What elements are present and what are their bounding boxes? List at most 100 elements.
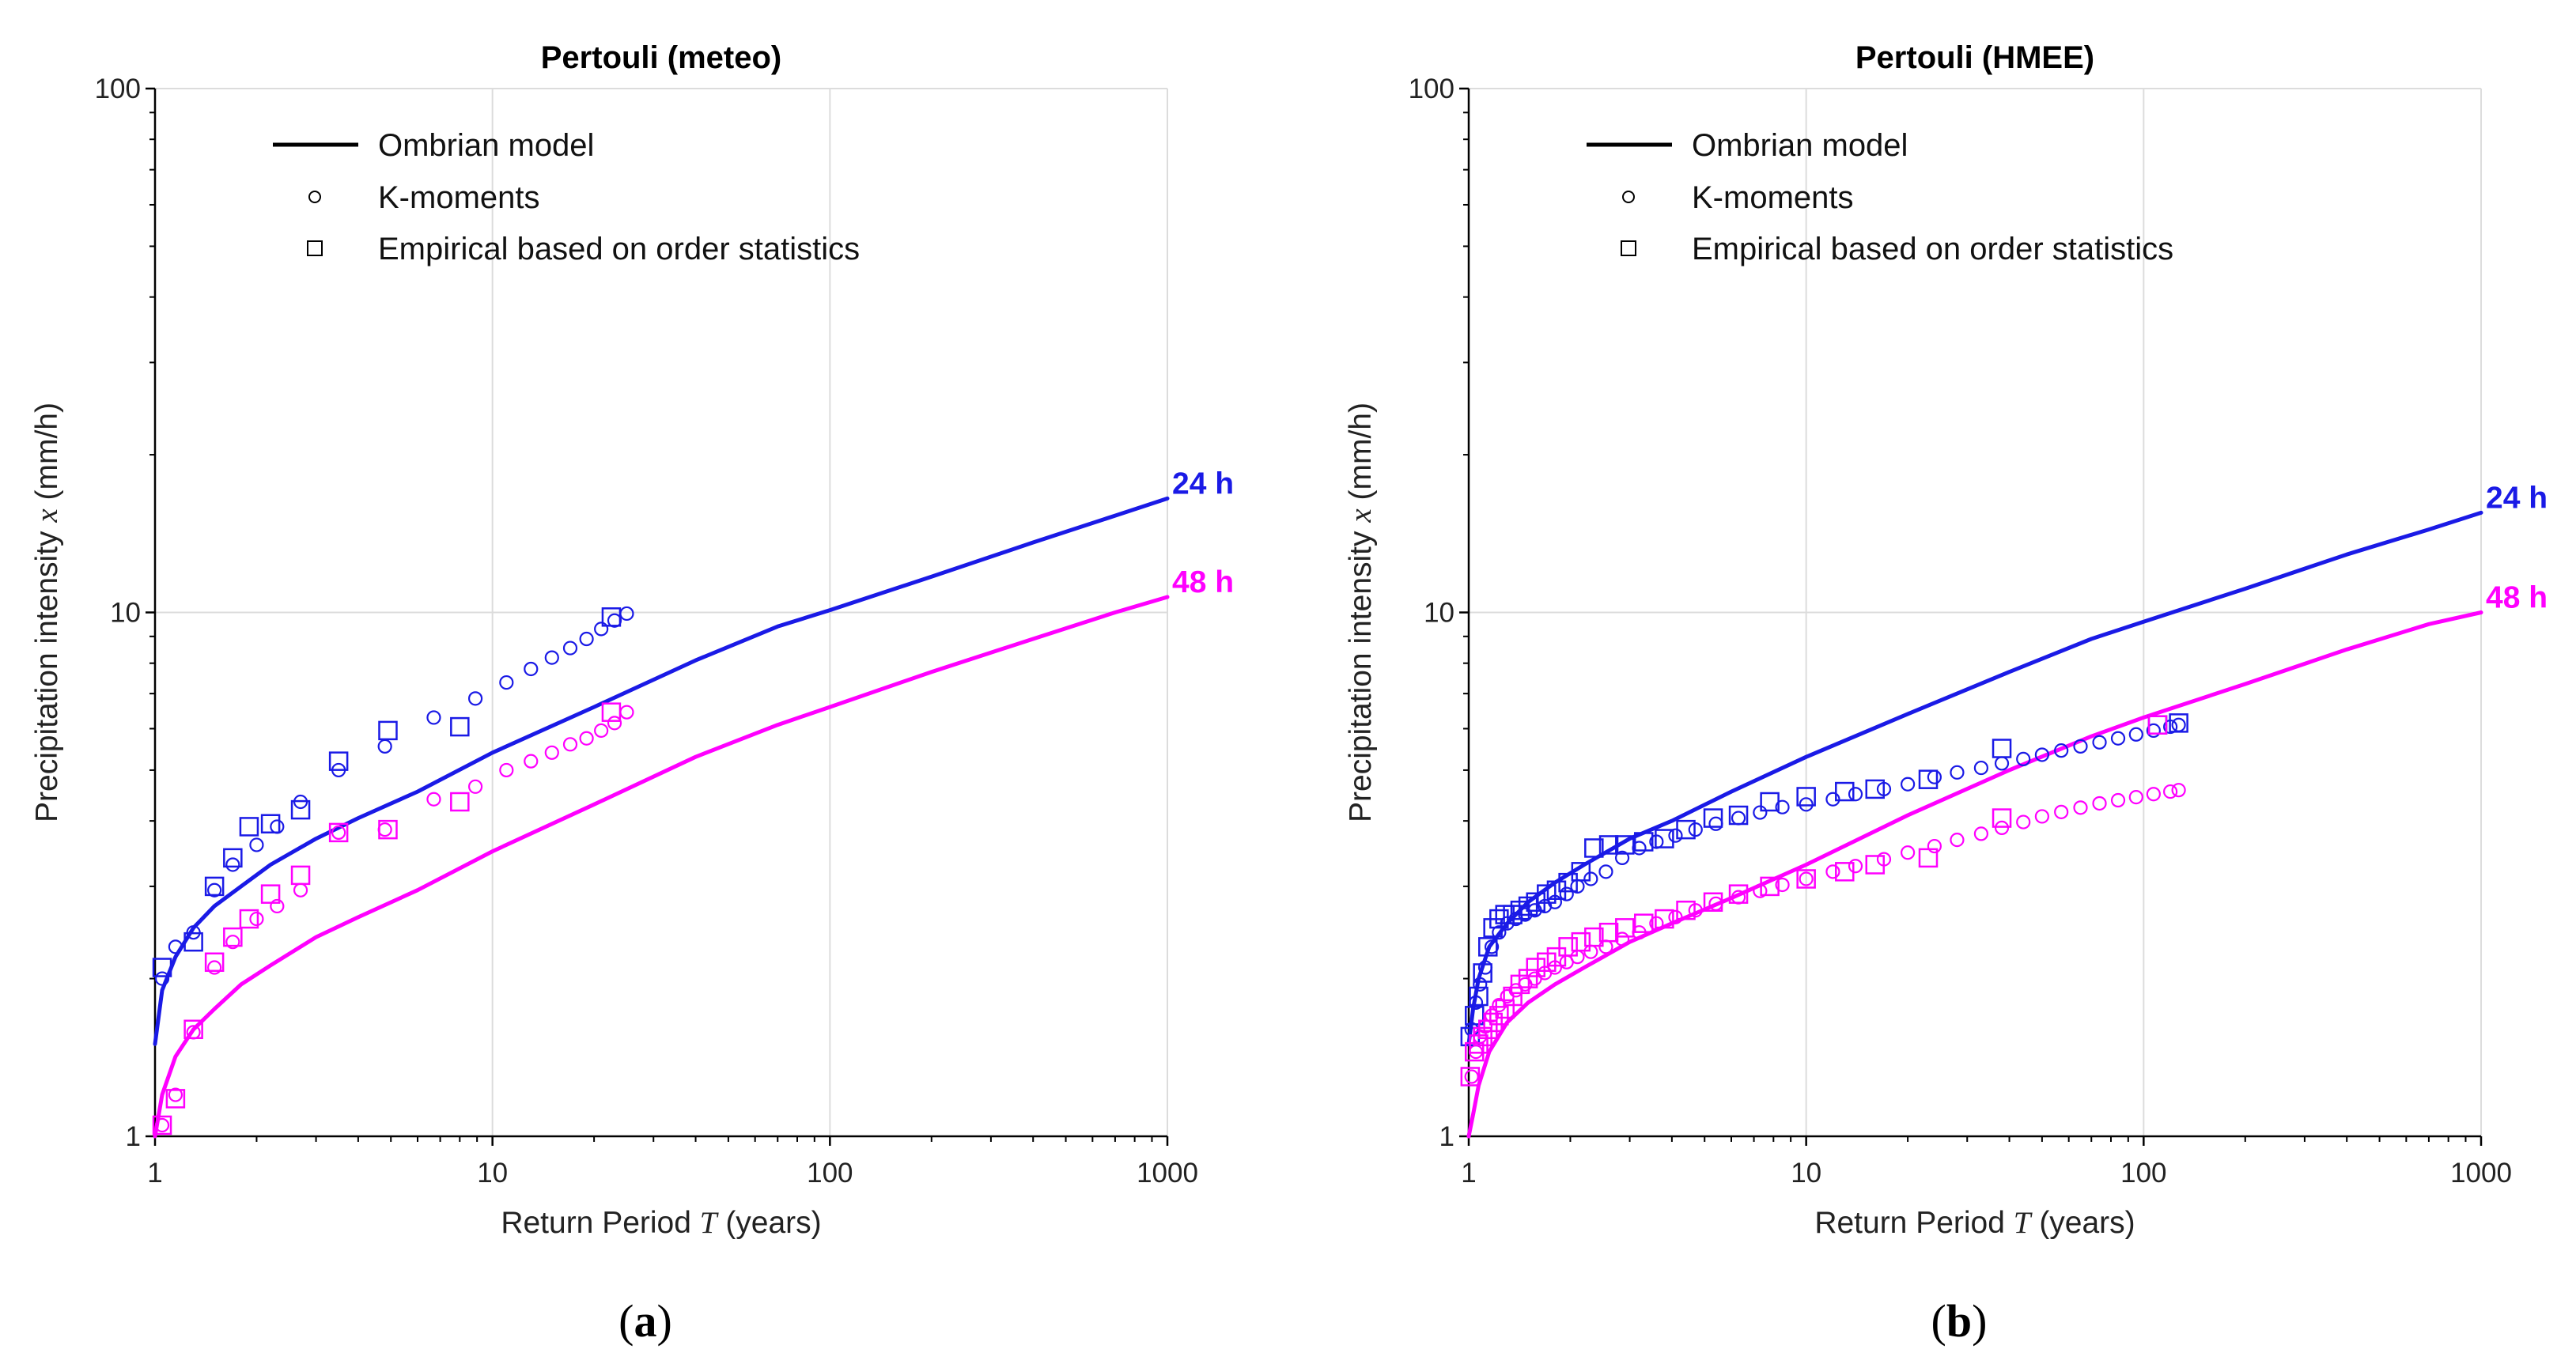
- legend-empirical-label: Empirical based on order statistics: [1692, 232, 2173, 266]
- empirical-point-24h: [1465, 1006, 1485, 1026]
- chart-panel-b: 1 10 100 1000 1 10 100 Pertouli (HMEE) Return Pe…: [1344, 40, 2548, 1347]
- legend-kmoments-label: K-moments: [1692, 180, 1854, 215]
- kmoments-point-48h: [1775, 877, 1790, 893]
- kmoments-point-24h: [1484, 939, 1500, 954]
- kmoments-point-24h: [249, 837, 264, 852]
- empirical-point-48h: [2147, 715, 2168, 735]
- panel-caption: (a): [618, 1295, 672, 1347]
- x-tick-label: 1000: [1137, 1158, 1198, 1188]
- empirical-point-48h: [152, 1115, 172, 1136]
- empirical-point-24h: [1760, 792, 1780, 812]
- y-tick-label: 10: [1424, 598, 1454, 629]
- empirical-point-48h: [1584, 927, 1604, 947]
- empirical-point-24h: [204, 876, 225, 897]
- kmoments-point-24h: [1927, 769, 1942, 784]
- y-tick-label: 100: [1409, 74, 1454, 104]
- empirical-point-24h: [152, 958, 172, 977]
- kmoments-point-24h: [1775, 799, 1790, 814]
- kmoments-point-24h: [2034, 747, 2049, 762]
- empirical-point-48h: [1546, 947, 1567, 967]
- y-tick-label: 1: [1439, 1121, 1454, 1152]
- kmoments-point-48h: [1973, 826, 1988, 841]
- kmoments-point-48h: [207, 960, 222, 975]
- panel-caption-close: ): [657, 1295, 672, 1347]
- kmoments-point-48h: [544, 745, 559, 760]
- kmoments-point-24h: [2073, 739, 2088, 754]
- kmoments-point-24h: [377, 739, 392, 754]
- kmoments-point-48h: [225, 935, 240, 950]
- kmoments-point-24h: [619, 606, 634, 622]
- empirical-point-48h: [1518, 969, 1538, 988]
- end-label-24h: 24 h: [1172, 467, 1234, 501]
- kmoments-point-48h: [2016, 814, 2031, 829]
- empirical-point-48h: [1598, 922, 1619, 943]
- kmoments-point-48h: [467, 779, 483, 794]
- kmoments-point-48h: [2073, 800, 2088, 815]
- empirical-point-48h: [1633, 913, 1654, 933]
- kmoments-point-48h: [1753, 883, 1768, 898]
- kmoments-point-24h: [1668, 828, 1683, 843]
- empirical-point-48h: [1796, 869, 1816, 889]
- empirical-point-24h: [2169, 713, 2188, 733]
- empirical-point-24h: [1633, 832, 1654, 852]
- empirical-point-24h: [183, 932, 203, 952]
- kmoments-point-24h: [426, 710, 441, 725]
- y-axis-label-text: Precipitation intensity: [30, 523, 64, 822]
- kmoments-point-48h: [1464, 1069, 1479, 1084]
- kmoments-point-24h: [2054, 743, 2069, 758]
- empirical-point-24h: [1835, 781, 1855, 802]
- empirical-point-24h: [1655, 829, 1674, 848]
- panel-caption-open: (: [1931, 1295, 1946, 1347]
- kmoments-point-24h: [562, 641, 578, 656]
- empirical-point-48h: [1489, 1006, 1509, 1026]
- empirical-point-24h: [260, 814, 281, 834]
- legend-empirical-label: Empirical based on order statistics: [378, 232, 860, 266]
- kmoments-point-24h: [225, 857, 240, 872]
- empirical-point-48h: [1703, 892, 1723, 913]
- kmoments-point-24h: [524, 661, 539, 677]
- kmoments-point-24h: [467, 691, 483, 706]
- kmoments-point-48h: [2163, 784, 2178, 799]
- kmoments-point-48h: [249, 911, 264, 927]
- kmoments-point-48h: [2110, 792, 2126, 808]
- kmoments-point-48h: [594, 723, 609, 738]
- kmoments-point-48h: [1799, 871, 1814, 886]
- empirical-point-48h: [290, 865, 311, 886]
- kmoments-point-48h: [1614, 932, 1630, 947]
- kmoments-point-24h: [1753, 805, 1768, 820]
- empirical-point-48h: [204, 952, 225, 973]
- empirical-point-48h: [378, 819, 398, 840]
- x-tick-label: 1: [147, 1158, 162, 1188]
- empirical-point-24h: [223, 848, 243, 868]
- empirical-point-48h: [1918, 848, 1939, 868]
- empirical-point-24h: [1469, 986, 1488, 1007]
- kmoments-point-48h: [1901, 845, 1916, 860]
- panel-caption: (b): [1931, 1295, 1988, 1347]
- kmoments-point-48h: [270, 898, 285, 914]
- kmoments-point-48h: [2171, 783, 2186, 798]
- kmoments-point-24h: [168, 939, 183, 954]
- kmoments-point-24h: [2171, 717, 2186, 732]
- kmoments-point-48h: [154, 1117, 170, 1133]
- empirical-point-48h: [450, 792, 470, 812]
- kmoments-point-24h: [594, 622, 609, 637]
- empirical-point-48h: [1478, 1019, 1498, 1040]
- kmoments-point-48h: [579, 731, 594, 746]
- kmoments-point-48h: [1927, 838, 1942, 854]
- empirical-point-48h: [1655, 909, 1674, 929]
- kmoments-point-48h: [524, 754, 539, 769]
- kmoments-point-48h: [1583, 944, 1598, 959]
- kmoments-point-48h: [562, 737, 578, 752]
- chart-title: Pertouli (meteo): [541, 40, 781, 75]
- kmoments-point-24h: [1583, 871, 1598, 886]
- legend-model-label: Ombrian model: [1692, 128, 1908, 163]
- kmoments-point-24h: [154, 971, 170, 986]
- empirical-point-48h: [1473, 1026, 1492, 1047]
- kmoments-point-48h: [1484, 1008, 1500, 1023]
- empirical-point-24h: [601, 607, 622, 627]
- empirical-point-24h: [1865, 779, 1886, 799]
- empirical-point-24h: [290, 799, 311, 820]
- kmoments-point-24h: [1901, 777, 1916, 792]
- empirical-point-24h: [1703, 808, 1723, 828]
- empirical-point-48h: [1460, 1067, 1481, 1086]
